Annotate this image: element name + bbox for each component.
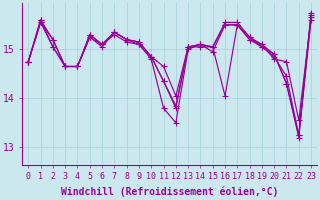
X-axis label: Windchill (Refroidissement éolien,°C): Windchill (Refroidissement éolien,°C) [61,187,278,197]
